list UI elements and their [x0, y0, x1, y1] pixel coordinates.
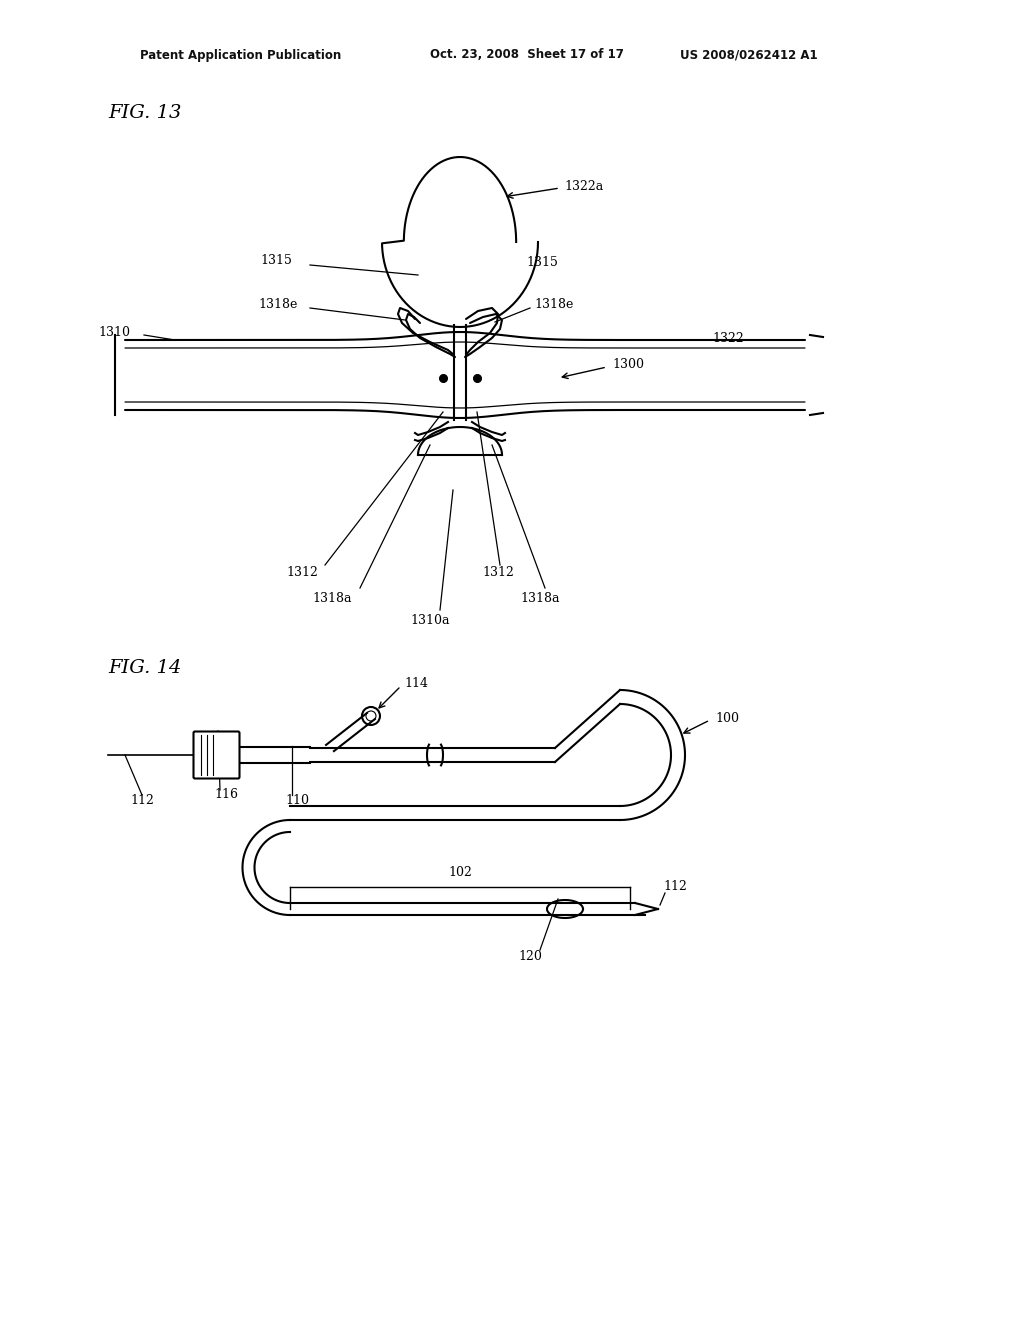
- Text: 1318a: 1318a: [520, 591, 560, 605]
- Text: 1312: 1312: [286, 565, 317, 578]
- Text: 116: 116: [214, 788, 238, 801]
- Text: 112: 112: [130, 793, 154, 807]
- Text: FIG. 14: FIG. 14: [108, 659, 181, 677]
- Text: 1318e: 1318e: [534, 298, 573, 312]
- Text: FIG. 13: FIG. 13: [108, 104, 181, 121]
- Text: 1312: 1312: [482, 565, 514, 578]
- Text: 1310: 1310: [98, 326, 130, 338]
- FancyBboxPatch shape: [194, 731, 240, 779]
- Text: 1318e: 1318e: [258, 298, 297, 312]
- Text: US 2008/0262412 A1: US 2008/0262412 A1: [680, 49, 817, 62]
- Text: 100: 100: [715, 711, 739, 725]
- Text: 120: 120: [518, 950, 542, 964]
- Text: 1310a: 1310a: [411, 614, 450, 627]
- Text: 102: 102: [449, 866, 472, 879]
- Text: Patent Application Publication: Patent Application Publication: [140, 49, 341, 62]
- Text: 1322a: 1322a: [564, 180, 603, 193]
- Text: 114: 114: [404, 677, 428, 690]
- Text: 1322: 1322: [712, 331, 743, 345]
- Text: 1300: 1300: [612, 359, 644, 371]
- Text: 1315: 1315: [260, 253, 292, 267]
- Text: 110: 110: [285, 793, 309, 807]
- Text: 112: 112: [663, 880, 687, 894]
- Text: 1315: 1315: [526, 256, 558, 268]
- Text: 1318a: 1318a: [312, 591, 352, 605]
- Text: Oct. 23, 2008  Sheet 17 of 17: Oct. 23, 2008 Sheet 17 of 17: [430, 49, 624, 62]
